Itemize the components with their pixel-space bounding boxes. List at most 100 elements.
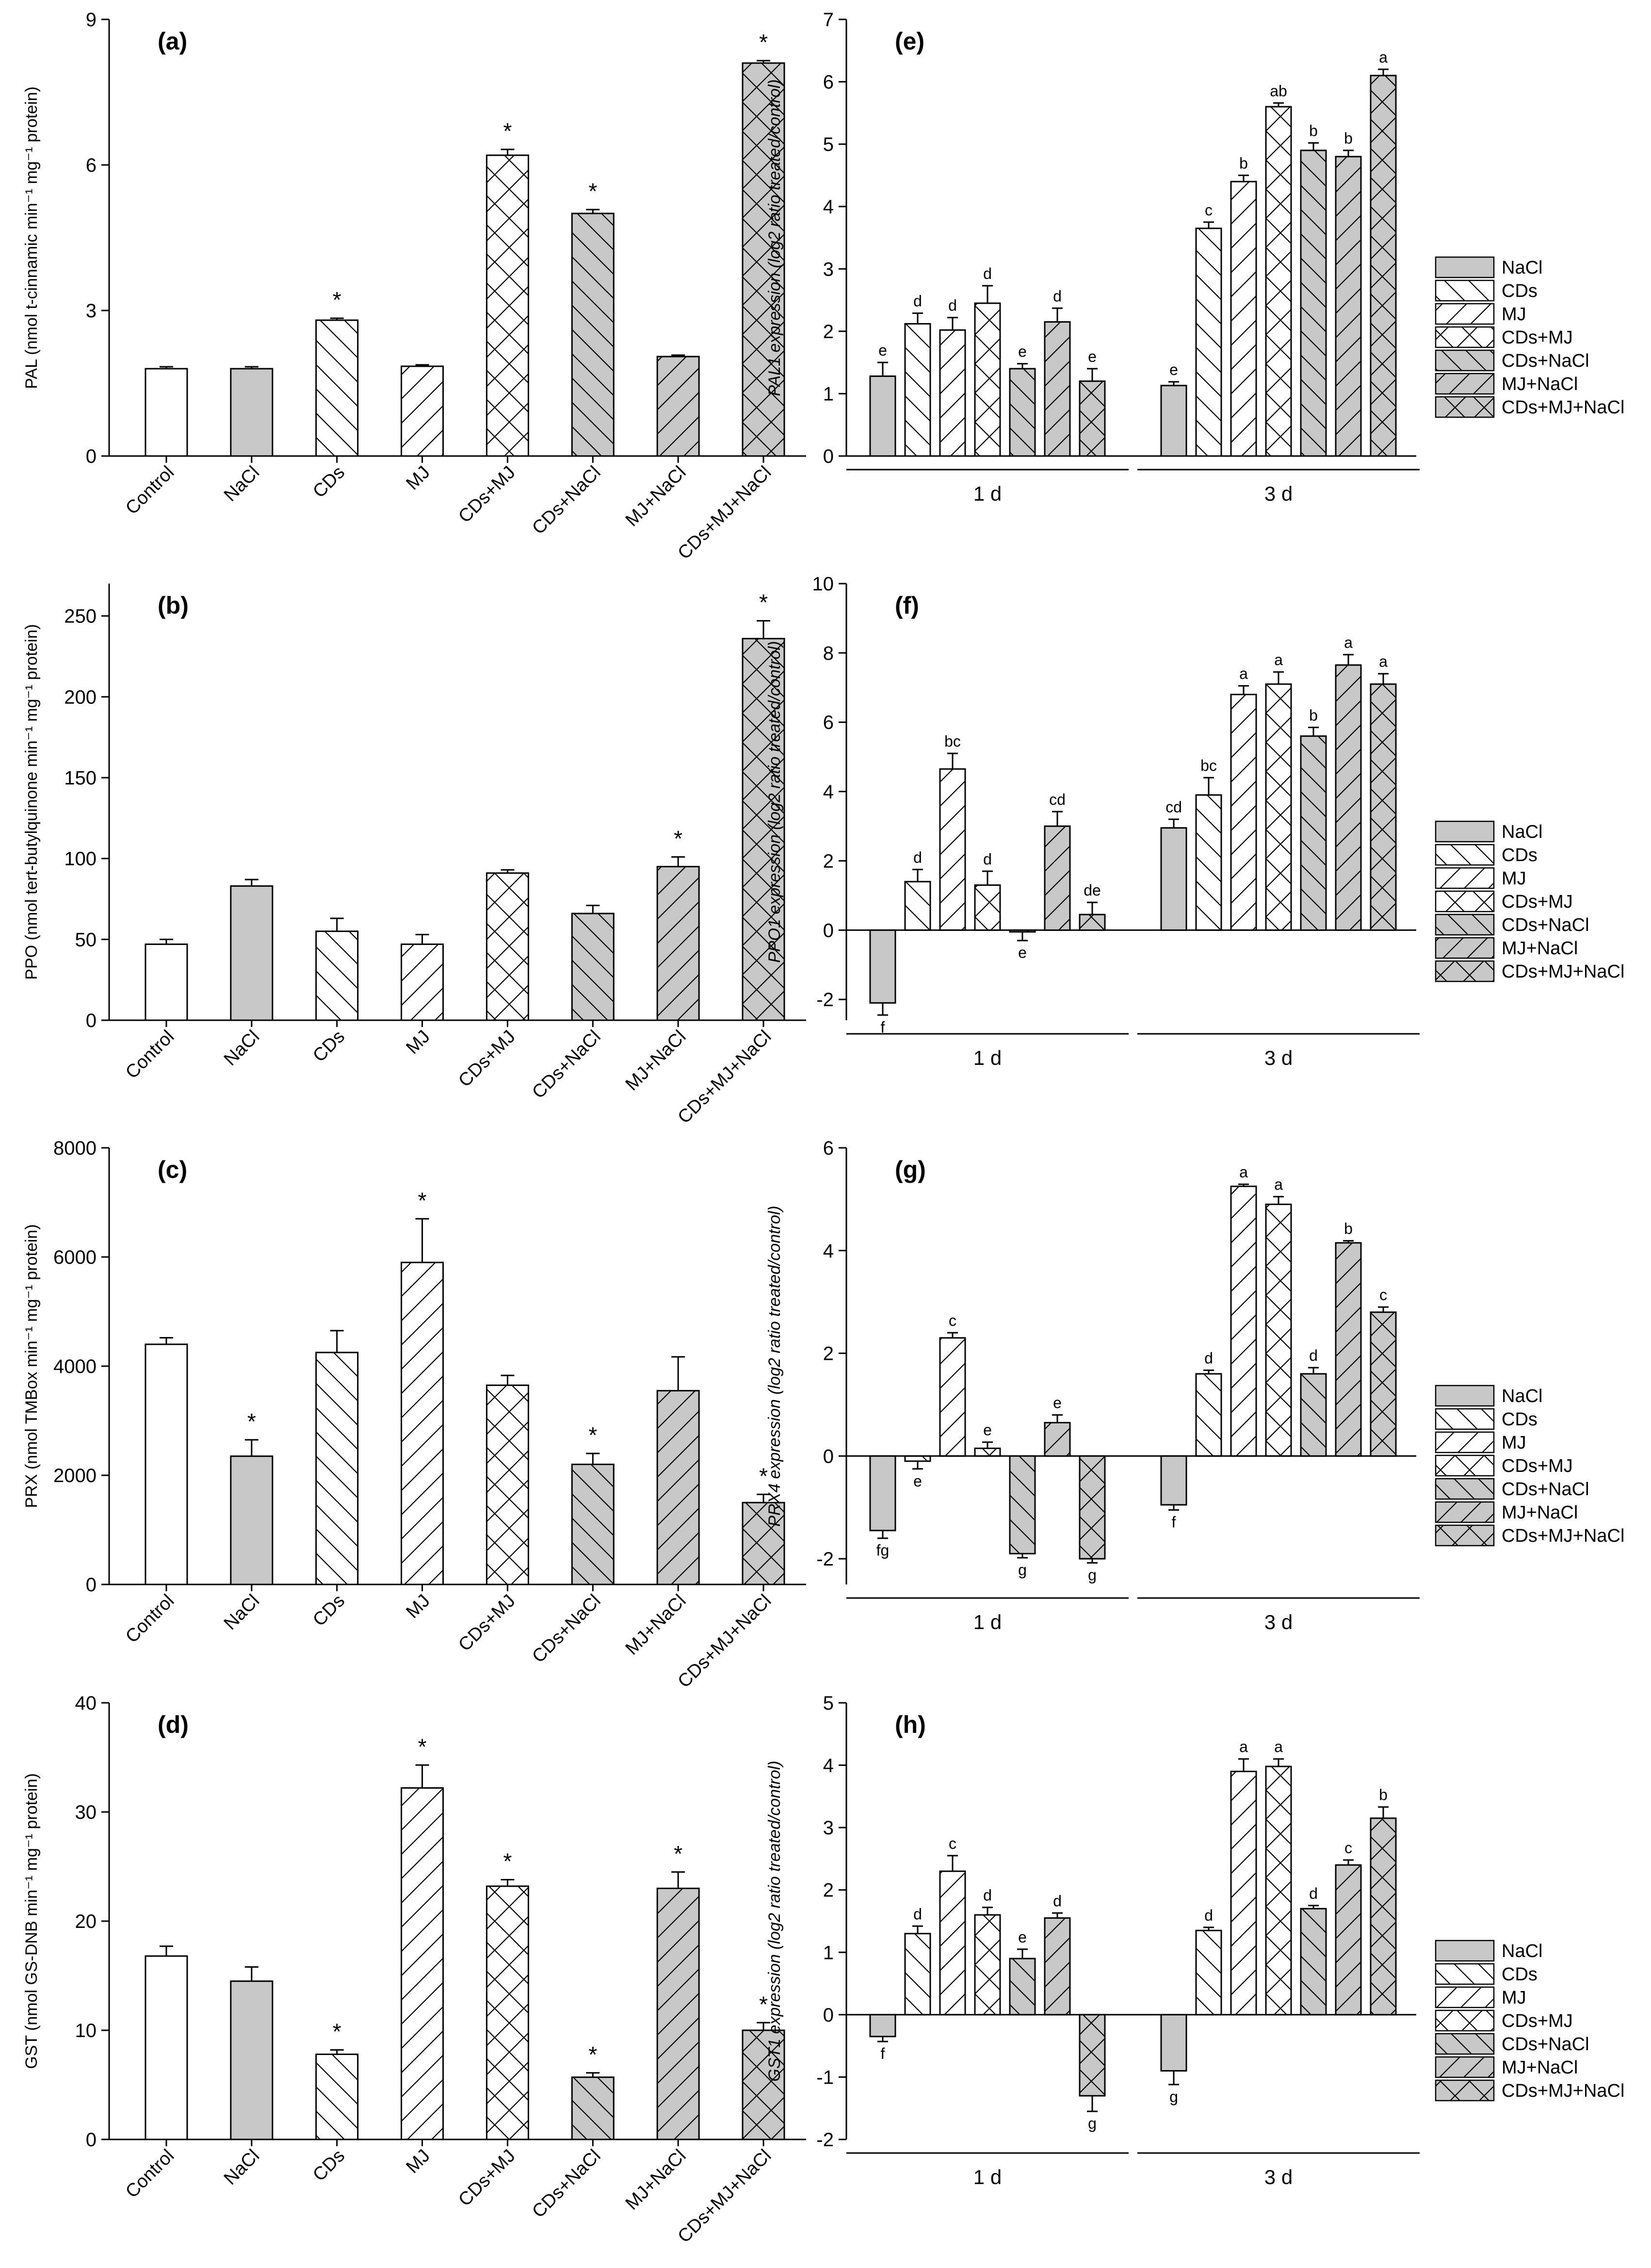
y-axis-label: PPO1 expression (log2 ratio treated/cont… (765, 641, 784, 963)
significance-letter: a (1239, 665, 1248, 683)
bar-NaCl (1160, 2014, 1187, 2072)
significance-letter: e (1018, 944, 1027, 962)
legend-swatch (1435, 844, 1495, 866)
x-tick-label: MJ (402, 1591, 434, 1623)
significance-marker: * (588, 2042, 597, 2067)
bar-MJ (401, 1787, 444, 2140)
significance-marker: * (674, 1841, 682, 1866)
legend-entry: CDs (1502, 1964, 1538, 1985)
significance-letter: f (881, 1018, 885, 1036)
legend-entry: NaCl (1502, 1941, 1542, 1961)
7-ytick-label: -2 (816, 2129, 834, 2151)
legend-entry: CDs+MJ (1502, 2011, 1573, 2031)
legend-swatch (1435, 2056, 1495, 2078)
bar-Control (145, 1343, 188, 1585)
y-axis-label: PRX (nmol TMBox min⁻¹ mg⁻¹ protein) (22, 1224, 41, 1508)
panel-label: (d) (158, 1711, 189, 1738)
x-tick-label: CDs+MJ (454, 1591, 519, 1655)
bar-NaCl (869, 929, 896, 1004)
bar-MJ+NaCl (1335, 1864, 1362, 2016)
legend-entry: CDs+MJ+NaCl (1502, 1526, 1624, 1546)
bar-MJ (939, 768, 966, 931)
legend-swatch (1435, 890, 1495, 913)
group-label: 1 d (973, 2166, 1002, 2188)
0-ytick-label: 9 (86, 9, 97, 31)
bar-MJ+NaCl (1335, 664, 1362, 931)
0-ytick-label: 3 (86, 300, 97, 322)
1-ytick-label: 100 (64, 848, 97, 870)
group-label: 3 d (1264, 2166, 1293, 2188)
significance-letter: d (1053, 287, 1062, 305)
significance-marker: * (674, 826, 682, 851)
panel-label: (a) (158, 28, 187, 55)
bar-CDs (315, 319, 359, 457)
legend-swatch (1435, 1524, 1495, 1547)
x-tick-label: MJ (402, 2146, 434, 2178)
legend-entry: NaCl (1502, 822, 1542, 842)
panel-7: -2 -1 0 1 2 3 4 5 (h) GST1 expression (log2 ratio… (765, 1693, 1644, 2188)
significance-marker: * (503, 1849, 512, 1874)
significance-letter: c (1205, 201, 1213, 219)
x-tick-label: NaCl (220, 1591, 263, 1634)
2-ytick-label: 4000 (53, 1356, 97, 1377)
1-ytick-label: 0 (86, 1010, 97, 1031)
legend-swatch (1435, 349, 1495, 372)
bar-CDs (315, 930, 359, 1021)
bar-MJ+NaCl (656, 356, 700, 457)
legend-entry: CDs (1502, 1409, 1538, 1430)
significance-letter: d (983, 265, 992, 282)
panel-5: -2 0 2 4 6 8 10 (f) PPO1 expression (log2 ratio … (765, 573, 1644, 1069)
bar-CDs+MJ+NaCl (1079, 914, 1106, 931)
bar-NaCl (230, 1980, 274, 2140)
bar-CDs+MJ+NaCl (1079, 1455, 1106, 1560)
3-ytick-label: 10 (75, 2020, 97, 2041)
significance-letter: d (1309, 1885, 1318, 1902)
legend-entry: NaCl (1502, 258, 1542, 278)
5-ytick-label: -2 (816, 989, 834, 1011)
3-ytick-label: 40 (75, 1693, 97, 1714)
bar-CDs (904, 1933, 931, 2016)
panel-4: 0 1 2 3 4 5 6 7 (e) PAL1 expression (log2 ratio t… (765, 9, 1644, 505)
5-ytick-label: 2 (823, 850, 834, 872)
legend-entry: MJ (1502, 304, 1526, 325)
bar-CDs (315, 1352, 359, 1585)
0-ytick-label: 6 (86, 155, 97, 176)
significance-letter: d (1309, 1347, 1318, 1364)
legend-swatch (1435, 396, 1495, 418)
bar-CDs+MJ (974, 884, 1001, 931)
7-ytick-label: 3 (823, 1817, 834, 1839)
x-tick-label: Control (122, 1027, 178, 1083)
bar-MJ+NaCl (1044, 1917, 1071, 2016)
legend-entry: MJ+NaCl (1502, 374, 1578, 394)
bar-CDs+MJ (486, 154, 529, 457)
legend-entry: MJ+NaCl (1502, 1502, 1578, 1523)
x-tick-label: CDs+MJ (454, 2146, 519, 2210)
legend-entry: CDs+MJ+NaCl (1502, 962, 1624, 982)
significance-letter: e (1018, 1928, 1027, 1946)
legend-swatch (1435, 1385, 1495, 1407)
group-label: 1 d (973, 1611, 1002, 1633)
bar-NaCl (230, 368, 274, 457)
bar-CDs (1195, 1929, 1222, 2016)
bar-CDs (904, 881, 931, 931)
4-ytick-label: 3 (823, 259, 834, 280)
3-ytick-label: 0 (86, 2129, 97, 2151)
bar-MJ (1230, 1185, 1257, 1457)
significance-letter: a (1274, 1738, 1283, 1756)
1-ytick-label: 150 (64, 767, 97, 789)
bar-MJ+NaCl (1044, 1421, 1071, 1457)
bar-CDs+MJ (1265, 1203, 1292, 1457)
bar-CDs+MJ (974, 1447, 1001, 1457)
significance-letter: a (1274, 1176, 1283, 1193)
significance-letter: f (881, 2045, 885, 2062)
legend-entry: MJ+NaCl (1502, 2057, 1578, 2078)
significance-letter: a (1239, 1738, 1248, 1756)
bar-MJ+NaCl (1335, 1242, 1362, 1457)
4-ytick-label: 0 (823, 446, 834, 467)
significance-letter: d (983, 850, 992, 868)
bar-MJ+NaCl (1044, 321, 1071, 457)
significance-letter: ab (1270, 82, 1287, 99)
bar-CDs (1195, 794, 1222, 931)
bar-CDs+MJ (1265, 1765, 1292, 2016)
